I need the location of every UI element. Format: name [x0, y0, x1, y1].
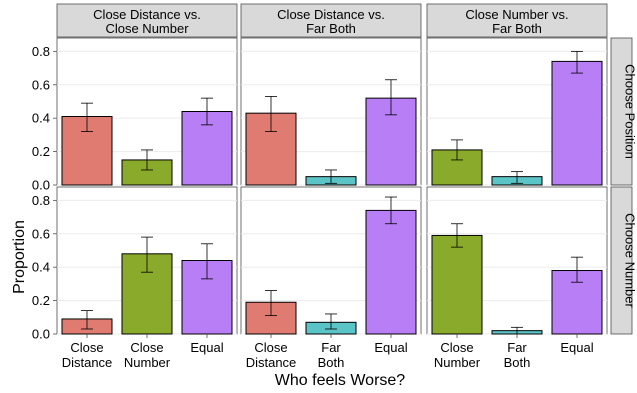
column-strip-title: Close Distance vs.: [93, 7, 201, 22]
column-strip-title: Far Both: [306, 21, 356, 36]
bar: [552, 61, 602, 185]
x-tick-label: Number: [124, 355, 171, 370]
row-strip-title: Choose Position: [623, 64, 637, 159]
bar: [432, 235, 482, 334]
x-tick-label: Distance: [62, 355, 113, 370]
x-tick-label: Close: [440, 340, 473, 355]
x-tick-label: Both: [318, 355, 345, 370]
x-tick-label: Both: [504, 355, 531, 370]
row-strips: Choose Position Choose Number: [611, 38, 637, 334]
bar: [366, 210, 416, 334]
x-tick-label: Close: [254, 340, 287, 355]
y-axes: 0.00.20.40.60.80.00.20.40.60.8: [32, 44, 57, 342]
y-tick-label: 0.8: [32, 44, 50, 59]
x-tick-label: Close: [130, 340, 163, 355]
x-tick-label: Equal: [190, 340, 223, 355]
panels: [57, 38, 607, 334]
y-tick-label: 0.2: [32, 144, 50, 159]
y-axis-label: Proportion: [11, 220, 28, 294]
y-tick-label: 0.0: [32, 327, 50, 342]
y-tick-label: 0.4: [32, 111, 50, 126]
x-tick-label: Far: [507, 340, 527, 355]
x-tick-label: Equal: [560, 340, 593, 355]
column-strip-title: Close Number vs.: [465, 7, 568, 22]
y-tick-label: 0.6: [32, 77, 50, 92]
row-strip-title: Choose Number: [623, 213, 637, 308]
y-tick-label: 0.2: [32, 293, 50, 308]
y-tick-label: 0.0: [32, 178, 50, 193]
x-axis-label: Who feels Worse?: [275, 372, 406, 389]
column-strip-title: Close Number: [105, 21, 189, 36]
y-tick-label: 0.8: [32, 193, 50, 208]
column-strip-title: Far Both: [492, 21, 542, 36]
column-strip-title: Close Distance vs.: [277, 7, 385, 22]
x-tick-label: Equal: [374, 340, 407, 355]
y-tick-label: 0.4: [32, 260, 50, 275]
y-tick-label: 0.6: [32, 226, 50, 241]
x-tick-label: Distance: [246, 355, 297, 370]
x-tick-label: Number: [434, 355, 481, 370]
x-tick-label: Close: [70, 340, 103, 355]
x-tick-label: Far: [321, 340, 341, 355]
